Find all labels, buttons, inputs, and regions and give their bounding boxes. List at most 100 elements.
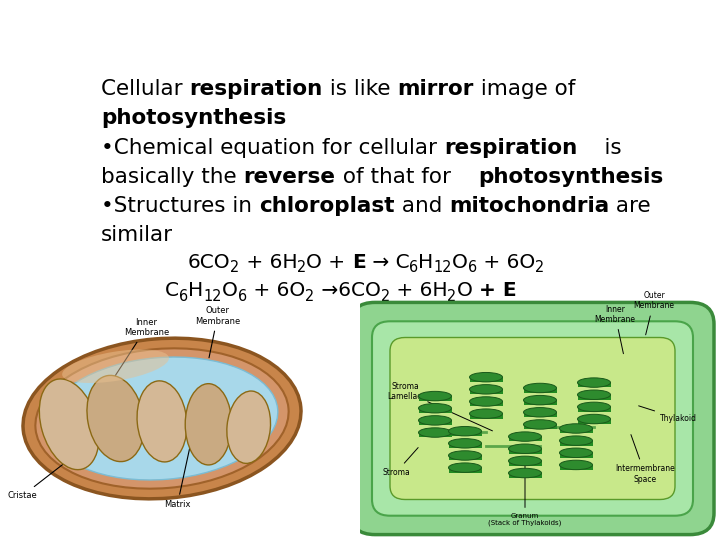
Text: Granum
(Stack of Thylakoids): Granum (Stack of Thylakoids) <box>488 462 562 526</box>
Text: is: is <box>577 138 622 158</box>
Ellipse shape <box>559 448 593 457</box>
Text: O: O <box>452 253 468 272</box>
Polygon shape <box>559 429 593 433</box>
Ellipse shape <box>577 378 611 387</box>
Text: are: are <box>609 196 651 216</box>
Text: 2: 2 <box>447 288 456 303</box>
Text: Stroma: Stroma <box>382 448 418 477</box>
Polygon shape <box>523 413 557 417</box>
Text: reverse: reverse <box>243 167 336 187</box>
FancyBboxPatch shape <box>372 321 693 516</box>
Polygon shape <box>559 441 593 446</box>
Ellipse shape <box>523 420 557 429</box>
Polygon shape <box>449 468 482 472</box>
Ellipse shape <box>46 357 278 480</box>
Text: 6: 6 <box>409 260 418 275</box>
Text: •Structures in: •Structures in <box>101 196 259 216</box>
Ellipse shape <box>418 403 451 413</box>
Text: Inner
Membrane: Inner Membrane <box>595 305 636 354</box>
Ellipse shape <box>418 392 451 401</box>
Text: respiration: respiration <box>189 79 323 99</box>
Polygon shape <box>523 400 557 405</box>
Text: 2: 2 <box>297 260 307 275</box>
Text: 6: 6 <box>238 288 247 303</box>
Text: 6: 6 <box>468 260 477 275</box>
FancyBboxPatch shape <box>390 338 675 500</box>
Ellipse shape <box>449 427 482 436</box>
Ellipse shape <box>469 409 503 419</box>
Text: 2: 2 <box>381 288 390 303</box>
Polygon shape <box>508 473 541 478</box>
Polygon shape <box>508 449 541 454</box>
Ellipse shape <box>508 444 541 454</box>
Text: 6: 6 <box>179 288 189 303</box>
Polygon shape <box>418 396 451 401</box>
Text: + 6O: + 6O <box>247 281 305 300</box>
Polygon shape <box>577 383 611 388</box>
Text: •Chemical equation for cellular: •Chemical equation for cellular <box>101 138 444 158</box>
Ellipse shape <box>469 384 503 394</box>
Text: + 6O: + 6O <box>477 253 536 272</box>
Polygon shape <box>418 408 451 413</box>
Polygon shape <box>523 424 557 429</box>
Polygon shape <box>469 377 503 382</box>
Polygon shape <box>449 455 482 460</box>
Polygon shape <box>418 420 451 426</box>
Text: mirror: mirror <box>397 79 474 99</box>
Ellipse shape <box>418 416 451 425</box>
Ellipse shape <box>577 402 611 411</box>
Text: + 6H: + 6H <box>390 281 447 300</box>
Ellipse shape <box>62 349 169 383</box>
Ellipse shape <box>87 375 144 462</box>
Text: O: O <box>456 281 479 300</box>
Polygon shape <box>418 433 451 437</box>
Text: respiration: respiration <box>444 138 577 158</box>
Text: 12: 12 <box>204 288 222 303</box>
Text: Matrix: Matrix <box>164 436 192 509</box>
Text: Intermembrane
Space: Intermembrane Space <box>615 435 675 484</box>
Text: Inner
Membrane: Inner Membrane <box>108 318 169 387</box>
Text: H: H <box>189 281 204 300</box>
Text: Stroma
Lamellae: Stroma Lamellae <box>387 382 492 431</box>
Text: image of: image of <box>474 79 575 99</box>
Ellipse shape <box>449 438 482 448</box>
Text: 12: 12 <box>433 260 452 275</box>
Text: of that for: of that for <box>336 167 478 187</box>
Text: 2: 2 <box>536 260 544 275</box>
Text: similar: similar <box>101 225 174 245</box>
Polygon shape <box>577 395 611 400</box>
Ellipse shape <box>559 424 593 433</box>
Ellipse shape <box>35 348 289 489</box>
Polygon shape <box>449 443 482 448</box>
Text: and: and <box>395 196 449 216</box>
Ellipse shape <box>523 395 557 405</box>
Text: → C: → C <box>366 253 409 272</box>
Text: mitochondria: mitochondria <box>449 196 609 216</box>
Polygon shape <box>469 389 503 394</box>
Polygon shape <box>508 461 541 465</box>
FancyBboxPatch shape <box>351 302 714 535</box>
Text: is like: is like <box>323 79 397 99</box>
Ellipse shape <box>449 451 482 460</box>
Text: Cellular: Cellular <box>101 79 189 99</box>
Ellipse shape <box>449 463 482 472</box>
Ellipse shape <box>559 460 593 470</box>
Text: Outer
Membrane: Outer Membrane <box>195 306 240 357</box>
Text: Outer
Membrane: Outer Membrane <box>634 291 675 335</box>
Polygon shape <box>559 465 593 470</box>
Ellipse shape <box>227 391 271 463</box>
Text: photosynthesis: photosynthesis <box>101 109 287 129</box>
Polygon shape <box>469 402 503 406</box>
Text: + 6H: + 6H <box>240 253 297 272</box>
Ellipse shape <box>23 338 301 499</box>
Ellipse shape <box>40 379 99 470</box>
Ellipse shape <box>559 436 593 446</box>
Text: O +: O + <box>307 253 352 272</box>
Ellipse shape <box>577 390 611 400</box>
Text: Thylakoid: Thylakoid <box>639 406 697 423</box>
Text: Cristae: Cristae <box>8 449 82 500</box>
Ellipse shape <box>577 414 611 424</box>
Text: O: O <box>222 281 238 300</box>
Ellipse shape <box>185 383 232 465</box>
Ellipse shape <box>469 373 503 382</box>
